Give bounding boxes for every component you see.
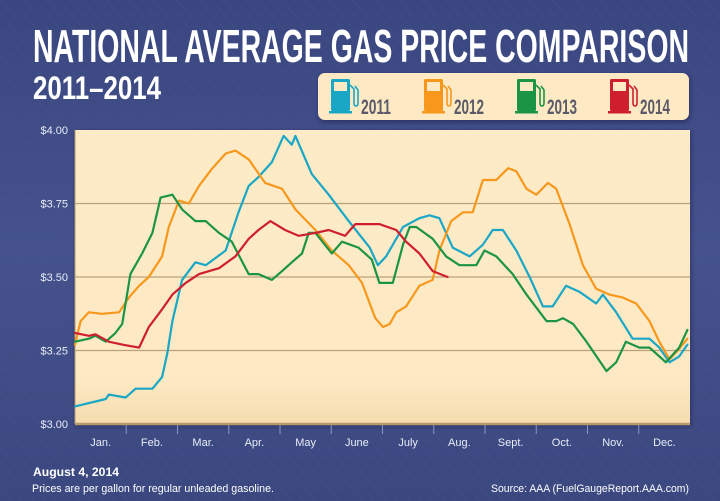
y-tick-label: $3.00 xyxy=(40,419,68,431)
legend-label: 2012 xyxy=(454,96,484,119)
y-tick-label: $3.25 xyxy=(40,346,68,358)
legend-item-2011: 2011 xyxy=(329,79,391,119)
legend-box xyxy=(318,73,689,120)
x-tick-label: Mar. xyxy=(192,437,213,449)
series-line-2013 xyxy=(73,193,689,373)
chart-subtitle: 2011–2014 xyxy=(33,70,161,106)
gas-pump-icon xyxy=(422,79,452,114)
series-line-2012 xyxy=(73,149,689,361)
gas-pump-icon xyxy=(515,79,545,114)
legend-item-2014: 2014 xyxy=(608,79,670,119)
y-tick-label: $3.75 xyxy=(40,199,68,211)
source-label: Source: AAA (FuelGaugeReport.AAA.com) xyxy=(491,483,689,495)
price-note: Prices are per gallon for regular unlead… xyxy=(32,483,274,495)
x-tick-label: May xyxy=(295,437,316,449)
series-lines xyxy=(73,134,689,408)
legend-label: 2014 xyxy=(640,96,670,119)
x-tick-label: Feb. xyxy=(141,437,163,449)
date-label: August 4, 2014 xyxy=(33,465,119,479)
x-tick-label: Nov. xyxy=(602,437,624,449)
legend-label: 2013 xyxy=(547,96,577,119)
x-tick-label: June xyxy=(345,437,369,449)
x-tick-label: July xyxy=(398,437,418,449)
y-axis: $3.00 $3.25 $3.50 $3.75 $4.00 xyxy=(40,125,68,431)
x-tick-label: Dec. xyxy=(653,437,676,449)
gas-pump-icon xyxy=(608,79,638,114)
series-line-2011 xyxy=(73,134,689,408)
x-axis: Jan. Feb. Mar. Apr. May June July Aug. Sept. Oct.… xyxy=(90,425,676,449)
x-tick-label: Apr. xyxy=(245,437,265,449)
x-tick-label: Sept. xyxy=(498,437,524,449)
legend-label: 2011 xyxy=(361,96,391,119)
chart-title: NATIONAL AVERAGE GAS PRICE COMPARISON xyxy=(33,20,689,72)
x-tick-label: Oct. xyxy=(552,437,572,449)
series-line-2014 xyxy=(73,220,449,349)
y-tick-label: $3.50 xyxy=(40,272,68,284)
y-tick-label: $4.00 xyxy=(40,125,68,137)
legend-item-2012: 2012 xyxy=(422,79,484,119)
legend-item-2013: 2013 xyxy=(515,79,577,119)
legend: 2011 2012 2013 2014 xyxy=(318,73,689,120)
x-tick-label: Jan. xyxy=(90,437,111,449)
gas-pump-icon xyxy=(329,79,359,114)
x-tick-label: Aug. xyxy=(448,437,471,449)
